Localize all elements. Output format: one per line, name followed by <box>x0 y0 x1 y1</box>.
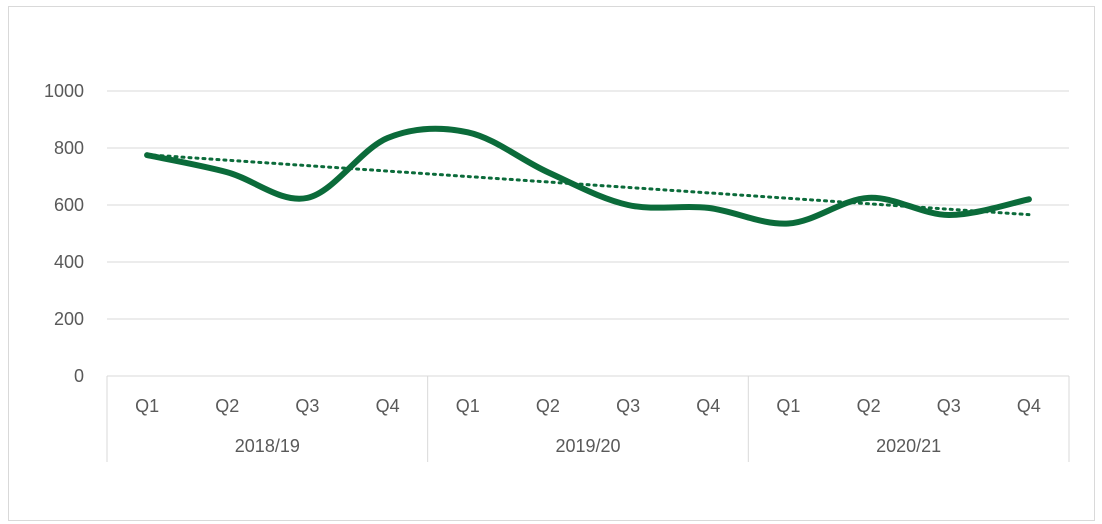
x-tick-label: Q1 <box>456 396 480 416</box>
x-tick-label: Q3 <box>616 396 640 416</box>
x-group-label: 2019/20 <box>555 436 620 456</box>
y-tick-label: 600 <box>54 195 84 215</box>
y-tick-label: 1000 <box>44 81 84 101</box>
y-tick-label: 0 <box>74 366 84 386</box>
y-tick-label: 400 <box>54 252 84 272</box>
x-tick-label: Q4 <box>696 396 720 416</box>
x-tick-label: Q1 <box>135 396 159 416</box>
y-tick-label: 200 <box>54 309 84 329</box>
x-tick-label: Q2 <box>536 396 560 416</box>
x-tick-label: Q2 <box>215 396 239 416</box>
x-tick-label: Q4 <box>1017 396 1041 416</box>
x-group-label: 2018/19 <box>235 436 300 456</box>
y-tick-label: 800 <box>54 138 84 158</box>
x-tick-label: Q4 <box>376 396 400 416</box>
x-tick-label: Q3 <box>937 396 961 416</box>
chart-frame <box>8 6 1095 521</box>
x-tick-label: Q1 <box>776 396 800 416</box>
trendline <box>145 153 1031 217</box>
x-tick-label: Q3 <box>295 396 319 416</box>
x-tick-label: Q2 <box>857 396 881 416</box>
x-group-label: 2020/21 <box>876 436 941 456</box>
series-line <box>144 125 1032 227</box>
